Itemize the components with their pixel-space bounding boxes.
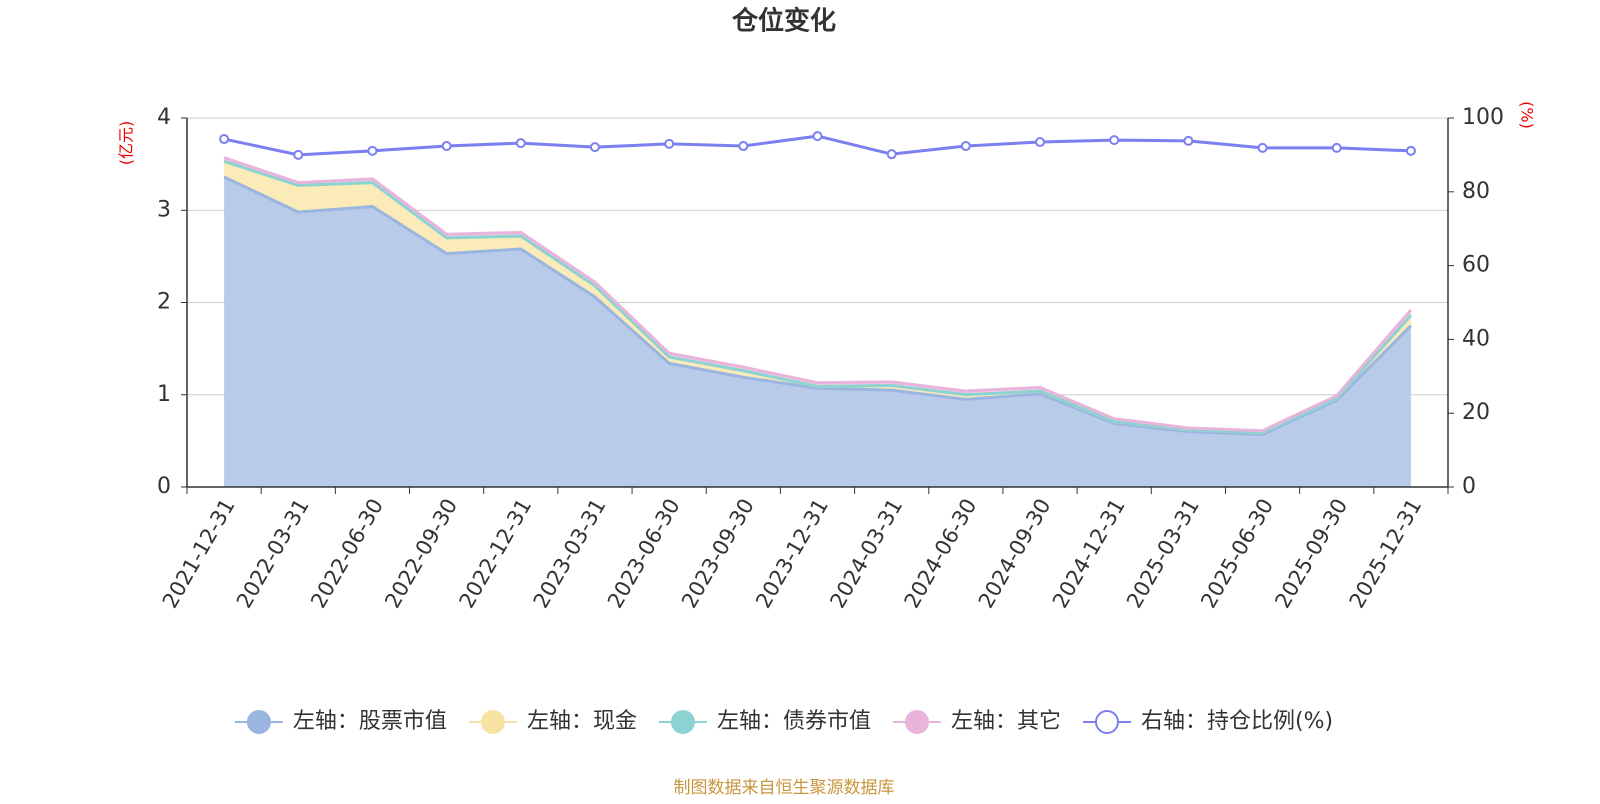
y2-tick-label: 20 [1462,400,1490,425]
x-tick-label: 2022-06-30 [306,495,388,613]
ratio-point [1109,135,1120,146]
legend-item: 左轴：其它 [892,709,1061,734]
y-tick-label: 3 [157,197,171,222]
ratio-point [1035,136,1046,147]
x-tick-label: 2024-09-30 [974,495,1056,613]
x-tick-label: 2023-09-30 [677,495,759,613]
ratio-point [1183,135,1194,146]
x-tick-label: 2025-06-30 [1196,495,1278,613]
area-line [223,159,1413,435]
area-fill [224,177,1411,488]
x-tick-label: 2023-12-31 [751,495,833,613]
x-tick-label: 2023-06-30 [603,495,685,613]
y2-tick-label: 0 [1462,474,1476,499]
area-line [223,175,1412,436]
ratio-point [886,149,897,160]
x-tick-label: 2022-09-30 [380,495,462,613]
legend-label: 左轴：债券市值 [717,709,871,734]
ratio-point [441,141,452,152]
x-tick-label: 2024-03-31 [825,495,907,613]
legend-label: 右轴：持仓比例(%) [1141,709,1333,734]
legend-marker [1094,710,1119,734]
ratio-point [293,149,304,160]
ratio-point [1405,145,1416,156]
y-tick-label: 1 [157,382,171,407]
legend-label: 左轴：现金 [527,709,637,734]
ratio-point [515,138,526,149]
ratio-point [1257,142,1268,153]
area-line [223,156,1413,433]
y-axis-label: (亿元) [117,121,136,166]
y2-tick-label: 100 [1462,105,1504,130]
ratio-point [738,141,749,152]
legend-marker [670,710,695,734]
legend-label: 左轴：其它 [951,709,1061,734]
ratio-point [812,131,823,142]
y-tick-label: 0 [157,474,171,499]
legend-label: 左轴：股票市值 [293,709,447,734]
legend-item: 左轴：股票市值 [234,709,447,734]
legend: 左轴：股票市值 左轴：现金 左轴：债券市值 左轴：其它 右轴：持仓比例(%) [234,709,1333,734]
y2-tick-label: 60 [1462,253,1490,278]
x-tick-label: 2024-06-30 [900,495,982,613]
y2-tick-label: 80 [1462,179,1490,204]
area-fill [224,161,1411,435]
ratio-point [664,138,675,149]
ratio-point [1331,142,1342,153]
x-tick-label: 2025-03-31 [1122,495,1204,613]
x-tick-label: 2024-12-31 [1048,495,1130,613]
legend-marker [480,710,505,734]
x-tick-label: 2025-12-31 [1345,495,1427,613]
x-tick-label: 2022-12-31 [455,495,537,613]
y2-axis-label: (%) [1518,101,1537,129]
y-tick-label: 4 [157,105,171,130]
ratio-point [219,134,230,145]
legend-item: 右轴：持仓比例(%) [1082,709,1333,734]
ratio-point [589,142,600,153]
legend-marker [904,710,929,734]
x-tick-label: 2021-12-31 [158,495,240,613]
legend-marker [246,710,271,734]
x-tick-label: 2023-03-31 [529,495,611,613]
y-tick-label: 2 [157,290,171,315]
legend-item: 左轴：现金 [468,709,637,734]
ratio-point [960,141,971,152]
legend-item: 左轴：债券市值 [658,709,871,734]
source-note: 制图数据来自恒生聚源数据库 [674,778,895,798]
x-tick-label: 2022-03-31 [232,495,314,613]
x-tick-label: 2025-09-30 [1270,495,1352,613]
ratio-point [367,145,378,156]
chart-title: 仓位变化 [731,6,836,37]
y2-tick-label: 40 [1462,326,1490,351]
